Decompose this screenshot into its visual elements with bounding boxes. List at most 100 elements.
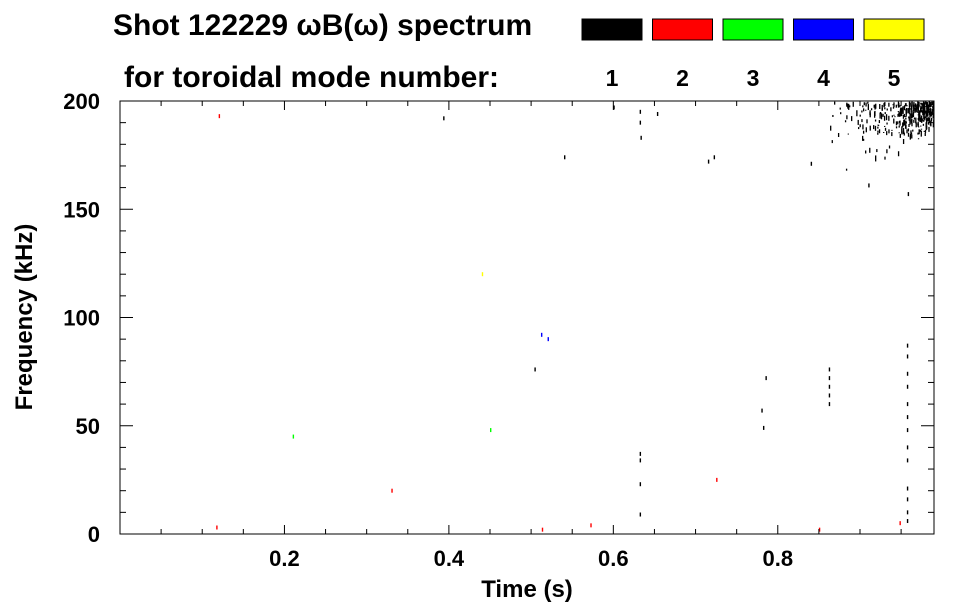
cluster-mark [911,113,913,119]
cluster-mark [926,107,928,113]
cluster-mark [895,121,898,126]
cluster-mark [893,118,895,124]
cluster-mark [919,114,921,120]
cluster-mark [849,105,851,108]
data-point-mode-3 [292,434,295,439]
cluster-mark [917,102,919,105]
cluster-mark [886,149,888,154]
cluster-mark [888,129,890,134]
cluster-mark [911,119,913,123]
cluster-mark [862,108,865,112]
legend-label: 1 [606,65,619,91]
cluster-mark [917,107,919,113]
x-tick-label: 0.4 [434,546,465,571]
cluster-mark [927,106,930,112]
chart-title: Shot 122229 ωB(ω) spectrum [113,9,532,42]
y-tick-label: 150 [63,197,100,222]
cluster-mark [923,102,926,104]
cluster-mark [878,129,881,134]
cluster-mark [910,130,912,134]
cluster-mark [851,116,853,122]
cluster-mark [923,116,925,119]
cluster-mark [882,113,884,117]
cluster-mark [922,109,925,112]
cluster-mark [932,112,935,118]
cluster-mark [869,147,871,153]
cluster-mark [901,126,903,131]
cluster-mark [921,103,923,110]
cluster-mark [920,125,922,127]
cluster-mark [831,140,833,144]
y-tick-label: 200 [63,89,100,114]
cluster-mark [886,131,888,136]
cluster-mark [895,126,898,129]
cluster-mark [867,104,869,111]
cluster-mark [890,107,892,112]
cluster-mark [862,138,865,141]
cluster-mark [927,121,930,125]
cluster-mark [923,119,925,122]
cluster-mark [907,132,910,137]
data-point-mode-4 [547,337,549,342]
cluster-mark [928,104,931,108]
cluster-mark [891,132,893,137]
cluster-mark [930,102,932,104]
cluster-mark [903,105,906,111]
cluster-mark [899,104,901,107]
legend-swatch [722,18,784,41]
cluster-mark [892,106,895,109]
data-point-mode-1 [906,415,909,420]
cluster-mark [920,130,922,137]
data-point-mode-1 [639,458,642,463]
data-point-mode-1 [906,354,909,359]
data-point-mode-1 [713,155,716,160]
cluster-mark [840,112,842,115]
data-point-mode-2 [590,523,592,528]
data-point-mode-1 [905,124,907,129]
data-point-mode-1 [443,116,445,121]
cluster-mark [926,112,928,114]
cluster-mark [874,104,876,110]
cluster-mark [878,120,881,124]
cluster-mark [865,102,867,107]
data-point-mode-1 [909,120,911,125]
cluster-mark [897,113,899,117]
cluster-mark [928,117,931,122]
cluster-mark [929,108,932,115]
cluster-mark [918,111,921,117]
cluster-mark [863,102,865,106]
cluster-mark [925,101,928,107]
cluster-mark [897,151,900,157]
data-point-mode-1 [762,425,765,430]
cluster-mark [897,121,899,125]
cluster-mark [902,107,904,110]
cluster-mark [917,121,919,126]
cluster-mark [865,109,867,111]
cluster-mark [902,122,904,128]
cluster-mark [877,124,880,126]
cluster-mark [880,114,883,117]
data-point-mode-2 [818,527,821,532]
cluster-mark [926,102,928,104]
cluster-mark [846,103,848,107]
x-tick-label: 0.8 [762,546,793,571]
data-point-mode-1 [906,445,909,450]
data-point-mode-1 [613,105,615,110]
cluster-mark [874,119,877,122]
cluster-mark [911,114,914,118]
legend-swatch [652,18,713,41]
cluster-mark [832,114,834,117]
cluster-mark [908,116,910,121]
cluster-mark [917,132,919,135]
data-point-mode-1 [828,393,831,398]
cluster-mark [912,112,915,118]
cluster-mark [891,129,893,131]
cluster-mark [925,119,928,125]
data-point-mode-1 [906,384,909,389]
legend-label: 2 [676,65,689,91]
axis-ticks: 0.2 0.4 0.6 0.8 0 50 100 150 200 [63,89,934,571]
cluster-mark [926,109,929,111]
cluster-mark [929,102,931,108]
cluster-mark [924,129,927,133]
